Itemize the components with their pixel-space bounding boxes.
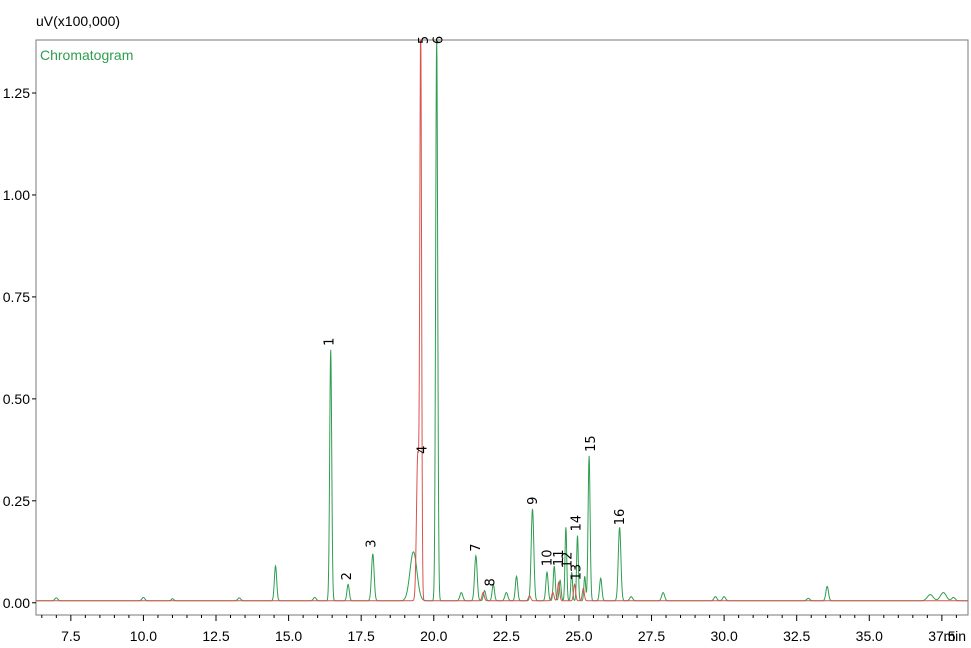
- x-tick-label: 20.0: [420, 628, 447, 644]
- legend-chromatogram: Chromatogram: [40, 47, 133, 63]
- peak-label: 5: [417, 36, 432, 44]
- peak-label: 3: [365, 539, 380, 547]
- y-tick-label: 0.25: [3, 493, 30, 509]
- y-axis: 0.00 0.25 0.50 0.75 1.00 1.25: [3, 85, 36, 611]
- peak-label: 10: [540, 550, 555, 567]
- x-tick-label: 15.0: [275, 628, 302, 644]
- x-tick-label: 35.0: [856, 628, 883, 644]
- peak-label: 13: [569, 564, 584, 581]
- y-tick-label: 0.75: [3, 289, 30, 305]
- peak-label: 12: [561, 552, 576, 569]
- peak-label: 14: [569, 515, 584, 532]
- peak-label: 4: [416, 446, 431, 454]
- peak-label: 15: [584, 435, 599, 452]
- x-tick-label: 12.5: [202, 628, 229, 644]
- y-tick-label: 1.25: [3, 85, 30, 101]
- x-tick-label: 17.5: [348, 628, 375, 644]
- y-axis-unit-label: uV(x100,000): [36, 13, 120, 29]
- series-layer: [36, 40, 968, 602]
- peak-label: 8: [484, 578, 499, 586]
- x-axis-unit-label: min: [943, 628, 966, 644]
- y-tick-label: 0.00: [3, 595, 30, 611]
- peak-label: 1: [323, 338, 338, 346]
- series-line-secondary: [36, 40, 968, 602]
- peak-label: 16: [613, 509, 628, 526]
- peak-label: 9: [526, 497, 541, 505]
- x-tick-label: 30.0: [710, 628, 737, 644]
- x-tick-label: 27.5: [638, 628, 665, 644]
- x-tick-label: 7.5: [61, 628, 81, 644]
- x-tick-label: 10.0: [130, 628, 157, 644]
- y-tick-label: 0.50: [3, 391, 30, 407]
- peak-label: 7: [469, 544, 484, 552]
- series-line-chromatogram: [36, 40, 968, 602]
- peak-label: 6: [431, 36, 446, 44]
- x-tick-label: 22.5: [493, 628, 520, 644]
- plot-frame: [35, 39, 969, 616]
- x-tick-label: 25.0: [565, 628, 592, 644]
- y-tick-label: 1.00: [3, 187, 30, 203]
- peak-label: 2: [340, 572, 355, 580]
- x-tick-label: 37.5: [928, 628, 955, 644]
- peak-label: 11: [552, 550, 567, 567]
- x-tick-label: 32.5: [783, 628, 810, 644]
- x-axis: 7.5 10.0 12.5 15.0 17.5 20.0 22.5 25.0 27.5 30.0 3…: [41, 615, 957, 644]
